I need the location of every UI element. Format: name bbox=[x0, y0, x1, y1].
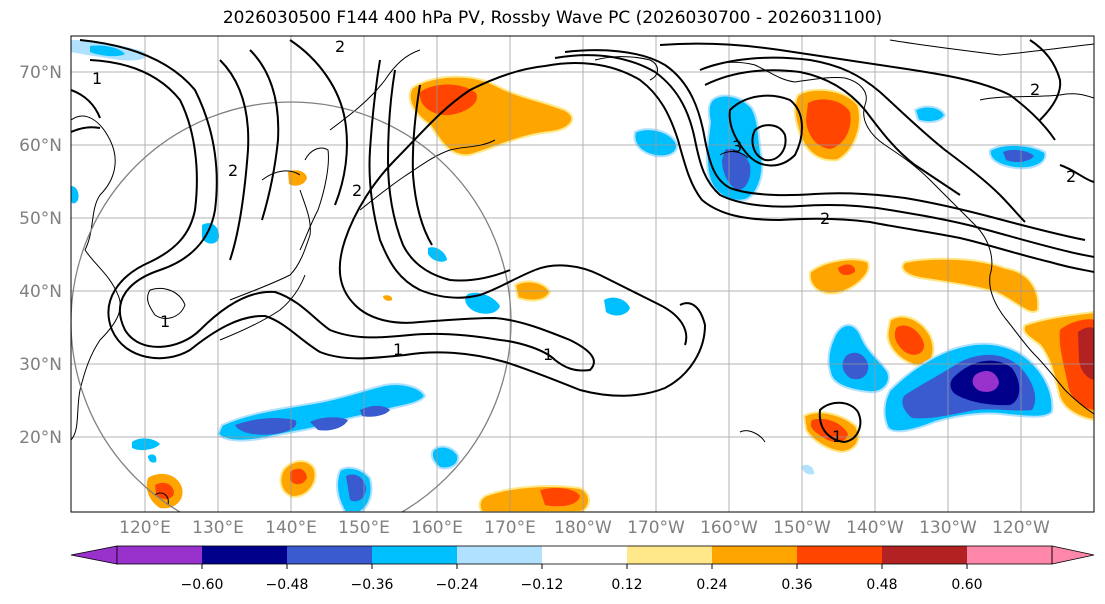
colorbar-segment bbox=[202, 546, 287, 564]
map-frame bbox=[70, 35, 1095, 513]
colorbar-segment bbox=[457, 546, 542, 564]
region-circle bbox=[71, 101, 512, 512]
longitude-labels: 120°E 130°E 140°E 150°E 160°E 170°E 180°… bbox=[119, 518, 1050, 538]
colorbar-segment bbox=[967, 546, 1052, 564]
colorbar-max-extend bbox=[1051, 545, 1095, 565]
contour-labels: 1 1 1 1 1 2 2 2 2 2 2 3 bbox=[92, 37, 1076, 446]
lon-label: 150°E bbox=[338, 518, 390, 538]
lon-label: 120°W bbox=[992, 518, 1050, 538]
contour-label: 1 bbox=[92, 69, 102, 88]
colorbar-tick-label: 0.48 bbox=[866, 577, 897, 593]
colorbar-segment bbox=[542, 546, 627, 564]
colorbar-segment bbox=[287, 546, 372, 564]
colorbar-segment bbox=[797, 546, 882, 564]
lon-label: 140°W bbox=[846, 518, 904, 538]
colorbar-frame bbox=[116, 545, 1053, 565]
colorbar-tick-label: 0.24 bbox=[696, 577, 727, 593]
lon-label: 170°W bbox=[627, 518, 685, 538]
lon-label: 150°W bbox=[773, 518, 831, 538]
colorbar-tick-label: −0.36 bbox=[351, 577, 394, 593]
lat-label: 60°N bbox=[19, 136, 62, 156]
colorbar-segment bbox=[712, 546, 797, 564]
colorbar-segment bbox=[117, 546, 202, 564]
lat-label: 20°N bbox=[19, 428, 62, 448]
contour-label: 1 bbox=[832, 427, 842, 446]
colorbar: −0.60 −0.48 −0.36 −0.24 −0.12 0.12 0.24 … bbox=[70, 545, 1095, 593]
lon-label: 180°W bbox=[554, 518, 612, 538]
contour-label: 1 bbox=[543, 345, 553, 364]
colorbar-tick-label: −0.24 bbox=[436, 577, 479, 593]
coastlines bbox=[71, 39, 1094, 506]
contour-label: 1 bbox=[393, 340, 403, 359]
contour-label: 2 bbox=[1066, 167, 1076, 186]
contour-label: 3 bbox=[732, 137, 742, 156]
map-title: 2026030500 F144 400 hPa PV, Rossby Wave … bbox=[222, 8, 883, 28]
lat-label: 30°N bbox=[19, 355, 62, 375]
contour-label: 2 bbox=[335, 37, 345, 56]
colorbar-tick-label: −0.12 bbox=[521, 577, 564, 593]
lon-label: 130°W bbox=[919, 518, 977, 538]
colorbar-segment bbox=[882, 546, 967, 564]
contour-label: 2 bbox=[820, 209, 830, 228]
colorbar-segment bbox=[372, 546, 457, 564]
colorbar-tick-label: −0.48 bbox=[266, 577, 309, 593]
contour-label: 2 bbox=[1030, 80, 1040, 99]
lon-label: 120°E bbox=[119, 518, 171, 538]
lat-label: 50°N bbox=[19, 209, 62, 229]
pv-contours bbox=[71, 39, 1094, 444]
lat-label: 40°N bbox=[19, 282, 62, 302]
lon-label: 160°W bbox=[700, 518, 758, 538]
colorbar-segment bbox=[627, 546, 712, 564]
colorbar-min-extend bbox=[70, 545, 118, 565]
colorbar-tick-marks bbox=[201, 564, 968, 569]
lat-label: 70°N bbox=[19, 63, 62, 83]
colorbar-tick-label: 0.36 bbox=[781, 577, 812, 593]
colorbar-tick-label: 0.12 bbox=[611, 577, 642, 593]
latitude-labels: 70°N 60°N 50°N 40°N 30°N 20°N bbox=[19, 63, 62, 448]
colorbar-tick-label: 0.60 bbox=[951, 577, 982, 593]
contour-label: 2 bbox=[352, 181, 362, 200]
colorbar-tick-labels: −0.60 −0.48 −0.36 −0.24 −0.12 0.12 0.24 … bbox=[181, 577, 983, 593]
lon-label: 130°E bbox=[192, 518, 244, 538]
lon-label: 160°E bbox=[411, 518, 463, 538]
colorbar-tick-label: −0.60 bbox=[181, 577, 224, 593]
contour-label: 1 bbox=[160, 312, 170, 331]
contour-label: 2 bbox=[228, 161, 238, 180]
lon-label: 170°E bbox=[484, 518, 536, 538]
lon-label: 140°E bbox=[265, 518, 317, 538]
negative-anomalies bbox=[71, 40, 1054, 512]
